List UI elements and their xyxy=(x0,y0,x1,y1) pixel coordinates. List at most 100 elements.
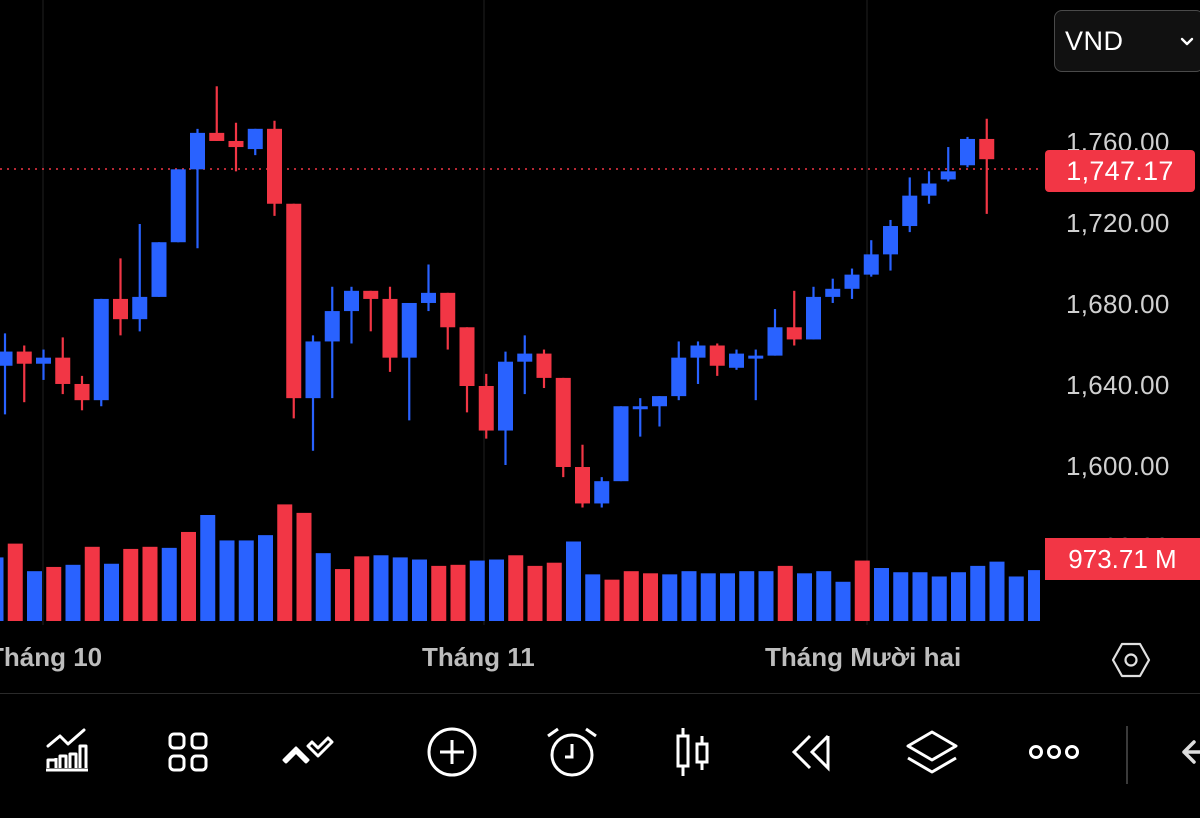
candle-body xyxy=(113,298,128,320)
currency-selector-value: VND xyxy=(1065,25,1124,56)
volume-bar xyxy=(238,540,254,621)
candle-body xyxy=(709,345,725,366)
currency-selector[interactable]: VND xyxy=(1054,10,1200,72)
back-button[interactable] xyxy=(1168,722,1200,782)
candle-body xyxy=(228,140,244,148)
more-button[interactable] xyxy=(1024,722,1084,782)
volume-bar xyxy=(777,565,793,621)
add-button[interactable] xyxy=(422,722,482,782)
volume-bar xyxy=(758,571,774,621)
candle-body xyxy=(190,132,205,170)
volume-bar xyxy=(546,562,562,621)
last-price-badge: 1,747.17 xyxy=(1045,150,1195,192)
candlestick-chart[interactable] xyxy=(0,0,1040,690)
toolbar-separator xyxy=(1126,726,1128,784)
chart-indicators-icon xyxy=(46,728,88,772)
candle-body xyxy=(786,327,802,340)
volume-bar xyxy=(585,574,601,621)
candle-body xyxy=(209,132,225,141)
candle-body xyxy=(517,353,533,362)
templates-button[interactable] xyxy=(158,722,218,782)
chart-settings-button[interactable] xyxy=(1110,640,1152,680)
alarm-clock-icon xyxy=(547,727,597,777)
volume-bar xyxy=(662,574,678,621)
candle-body xyxy=(536,353,552,378)
candle-body xyxy=(382,298,398,358)
candle-body xyxy=(652,396,667,407)
candle-body xyxy=(575,467,590,504)
candle-body xyxy=(344,290,359,312)
volume-bar xyxy=(200,515,216,621)
volume-bar xyxy=(469,560,485,621)
volume-bar xyxy=(65,564,81,621)
volume-bar xyxy=(604,579,620,621)
candle-body xyxy=(863,254,879,275)
volume-bar xyxy=(142,546,158,621)
alert-button[interactable] xyxy=(542,722,602,782)
candle-body xyxy=(498,361,513,431)
candle-body xyxy=(806,296,821,340)
volume-bar xyxy=(989,561,1005,621)
candle-body xyxy=(729,353,744,368)
chart-type-button[interactable] xyxy=(662,722,722,782)
volume-bar xyxy=(392,557,408,621)
volume-bar xyxy=(277,504,293,621)
price-axis-label: 1,720.00 xyxy=(1066,208,1170,238)
candle-body xyxy=(767,327,783,356)
volume-bar xyxy=(258,535,273,621)
volume-bar xyxy=(161,547,177,621)
volume-bar xyxy=(970,565,986,621)
volume-bar xyxy=(527,565,543,621)
candle-body xyxy=(979,138,995,160)
volume-bar xyxy=(315,553,331,621)
candle-body xyxy=(690,345,706,358)
plus-circle-icon xyxy=(427,727,477,777)
chevron-down-icon xyxy=(1180,37,1194,46)
volume-bar xyxy=(335,569,350,621)
time-axis-label: Tháng Mười hai xyxy=(765,642,962,672)
grid-icon xyxy=(168,732,208,772)
candle-body xyxy=(940,171,956,180)
candle-body xyxy=(459,327,475,386)
volume-bar xyxy=(951,572,966,621)
volume-bar xyxy=(27,571,42,621)
candle-body xyxy=(555,377,571,467)
candle-body xyxy=(440,292,456,328)
candle-body xyxy=(921,183,937,196)
volume-bar xyxy=(431,565,447,621)
candle-body xyxy=(594,481,610,504)
candlestick-icon xyxy=(676,728,709,776)
layers-button[interactable] xyxy=(902,722,962,782)
volume-bar xyxy=(816,571,832,621)
drawing-tools-button[interactable] xyxy=(278,722,338,782)
volume-bar xyxy=(489,559,504,621)
candle-body xyxy=(632,406,648,410)
candle-body xyxy=(421,292,436,303)
candle-body xyxy=(825,288,841,297)
volume-bar xyxy=(874,568,889,621)
price-axis-label: 1,640.00 xyxy=(1066,370,1170,400)
candle-body xyxy=(16,351,32,364)
volume-bar xyxy=(566,541,581,621)
volume-bar xyxy=(912,572,928,621)
volume-badge: 973.71 M xyxy=(1045,538,1200,580)
volume-bar xyxy=(854,560,870,621)
candle-body xyxy=(748,355,764,359)
candle-body xyxy=(613,406,629,482)
chart-area[interactable] xyxy=(0,0,1200,690)
layers-icon xyxy=(906,730,958,774)
more-dots-icon xyxy=(1029,745,1079,759)
volume-bar xyxy=(835,581,851,621)
bottom-toolbar xyxy=(0,694,1200,818)
candle-body xyxy=(247,128,263,150)
arrow-left-icon xyxy=(1182,740,1200,764)
volume-bar xyxy=(797,573,812,621)
volume-bar xyxy=(720,573,735,621)
candle-body xyxy=(401,302,417,358)
candle-body xyxy=(363,290,379,299)
indicators-button[interactable] xyxy=(38,722,98,782)
volume-bar xyxy=(181,531,196,621)
replay-button[interactable] xyxy=(782,722,842,782)
volume-bar xyxy=(354,556,370,621)
candle-body xyxy=(478,386,494,431)
